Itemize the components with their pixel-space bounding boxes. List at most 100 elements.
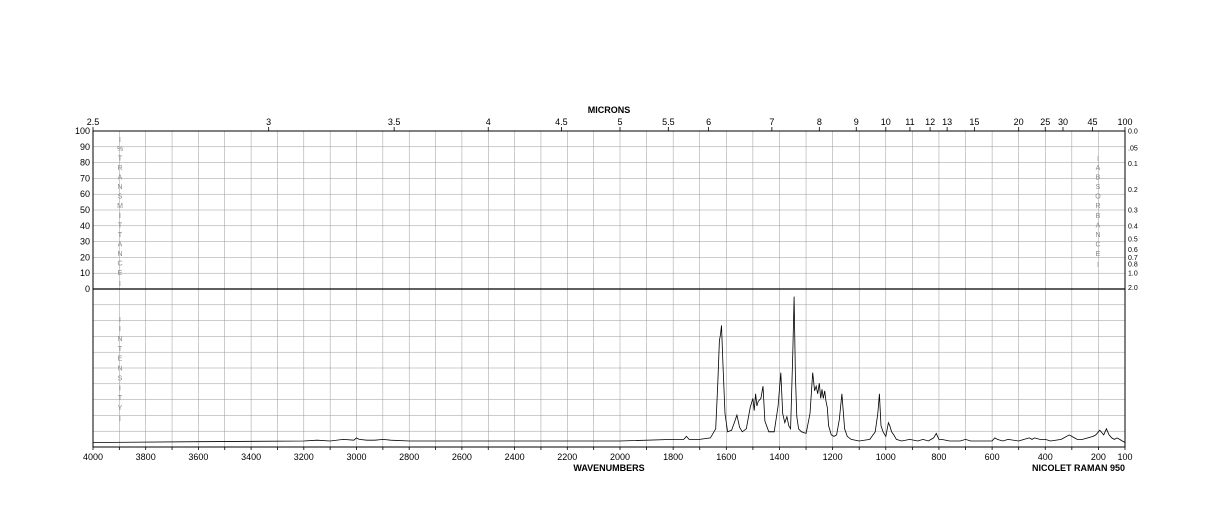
- absorbance-axis-letter: B: [1096, 213, 1101, 220]
- wavenumber-tick-label: 1600: [716, 452, 736, 462]
- transmittance-tick-label: 30: [80, 237, 90, 247]
- wavenumber-tick-label: 3600: [188, 452, 208, 462]
- absorbance-tick-label: 0.7: [1128, 255, 1138, 262]
- micron-tick-label: 8: [817, 117, 822, 127]
- transmittance-axis-letter: A: [118, 241, 123, 248]
- transmittance-axis-letter: R: [117, 165, 122, 172]
- transmittance-axis-letter: E: [118, 270, 123, 277]
- absorbance-axis-letter: A: [1096, 165, 1101, 172]
- micron-tick-label: 25: [1040, 117, 1050, 127]
- wavenumber-tick-label: 3200: [294, 452, 314, 462]
- transmittance-axis-letter: T: [118, 156, 123, 163]
- intensity-axis-letter: I: [119, 326, 121, 333]
- micron-tick-label: 5: [617, 117, 622, 127]
- absorbance-axis-letter: S: [1096, 184, 1101, 191]
- intensity-axis-letter: I: [119, 385, 121, 392]
- intensity-axis-letter: N: [117, 366, 122, 373]
- micron-tick-label: 15: [969, 117, 979, 127]
- absorbance-axis-letter: N: [1095, 232, 1100, 239]
- wavenumber-tick-label: 400: [1038, 452, 1053, 462]
- micron-tick-label: 5.5: [662, 117, 675, 127]
- absorbance-tick-label: 0.6: [1128, 247, 1138, 254]
- transmittance-axis-letter: N: [117, 251, 122, 258]
- absorbance-tick-label: 0.1: [1128, 161, 1138, 168]
- transmittance-axis-letter: C: [117, 260, 122, 267]
- transmittance-tick-label: 60: [80, 189, 90, 199]
- wavenumbers-axis-title: WAVENUMBERS: [573, 463, 644, 473]
- absorbance-tick-label: 2.0: [1128, 285, 1138, 292]
- intensity-axis-letter: Y: [118, 405, 123, 412]
- absorbance-tick-label: 0.4: [1128, 224, 1138, 231]
- absorbance-axis-letter: R: [1095, 203, 1100, 210]
- wavenumber-tick-label: 4000: [83, 452, 103, 462]
- wavenumber-tick-label: 1400: [769, 452, 789, 462]
- micron-tick-label: 45: [1088, 117, 1098, 127]
- absorbance-tick-label: .05: [1128, 146, 1138, 153]
- grid-lines: [93, 130, 1125, 447]
- absorbance-axis-letter: B: [1096, 175, 1101, 182]
- micron-tick-label: 3.5: [388, 117, 401, 127]
- absorbance-tick-label: 0.8: [1128, 261, 1138, 268]
- absorbance-tick-label: 0.0: [1128, 129, 1138, 136]
- wavenumber-tick-label: 3400: [241, 452, 261, 462]
- wavenumber-tick-labels: 4000 3800 3600 3400 3200 3000 2800 2600 2400 2200…: [83, 452, 1133, 462]
- wavenumber-tick-label: 2200: [557, 452, 577, 462]
- micron-tick-label: 30: [1058, 117, 1068, 127]
- wavenumber-tick-label: 3000: [346, 452, 366, 462]
- absorbance-tick-label: 0.3: [1128, 207, 1138, 214]
- intensity-axis-letter: N: [117, 336, 122, 343]
- transmittance-tick-label: 90: [80, 142, 90, 152]
- micron-tick-label: 13: [942, 117, 952, 127]
- intensity-axis-letter: S: [118, 375, 123, 382]
- wavenumber-tick-label: 200: [1091, 452, 1106, 462]
- micron-tick-label: 11: [905, 117, 914, 127]
- micron-tick-label: 2.5: [87, 117, 100, 127]
- micron-tick-label: 4.5: [555, 117, 568, 127]
- transmittance-tick-label: 20: [80, 252, 90, 262]
- transmittance-tick-label: 70: [80, 173, 90, 183]
- micron-tick-label: 100: [1117, 117, 1132, 127]
- transmittance-axis-letter: S: [118, 194, 123, 201]
- micron-tick-label: 10: [881, 117, 891, 127]
- plot-frame: [92, 130, 1126, 450]
- absorbance-axis-letter: C: [1095, 241, 1100, 248]
- wavenumber-tick-label: 1000: [876, 452, 896, 462]
- absorbance-axis-letter: A: [1096, 222, 1101, 229]
- microns-axis-title: MICRONS: [588, 105, 631, 115]
- micron-tick-label: 3: [266, 117, 271, 127]
- micron-tick-label: 9: [854, 117, 859, 127]
- intensity-axis-letter: T: [118, 346, 123, 353]
- absorbance-tick-label: 0.2: [1128, 187, 1138, 194]
- absorbance-tick-label: 1.0: [1128, 271, 1138, 278]
- absorbance-axis-letter: E: [1096, 251, 1101, 258]
- transmittance-axis-letter: T: [118, 222, 123, 229]
- micron-tick-label: 20: [1014, 117, 1024, 127]
- wavenumber-tick-label: 2400: [505, 452, 525, 462]
- transmittance-tick-label: 10: [80, 268, 90, 278]
- transmittance-axis-letter: %: [117, 146, 123, 153]
- wavenumber-tick-label: 1200: [823, 452, 843, 462]
- micron-tick-labels: 2.5 3 3.5 4 4.5 5 5.5 6 7 8 9 10 11 12 13 15 20 25 30 45 100: [87, 117, 1133, 131]
- transmittance-axis-letter: T: [118, 232, 123, 239]
- micron-tick-label: 12: [925, 117, 935, 127]
- intensity-axis-letter: E: [118, 356, 123, 363]
- transmittance-tick-label: 50: [80, 205, 90, 215]
- micron-tick-label: 7: [769, 117, 774, 127]
- wavenumber-tick-label: 100: [1117, 452, 1132, 462]
- spectrum-line: [92, 296, 1126, 443]
- micron-tick-label: 6: [706, 117, 711, 127]
- micron-tick-label: 4: [486, 117, 491, 127]
- transmittance-tick-label: 40: [80, 221, 90, 231]
- wavenumber-tick-label: 1800: [663, 452, 683, 462]
- wavenumber-tick-label: 2600: [452, 452, 472, 462]
- transmittance-axis-letter: N: [117, 184, 122, 191]
- wavenumber-tick-label: 2000: [610, 452, 630, 462]
- absorbance-axis-letter: O: [1095, 194, 1101, 201]
- instrument-label: NICOLET RAMAN 950: [1032, 463, 1125, 473]
- intensity-axis-letter: T: [118, 395, 123, 402]
- transmittance-tick-label: 0: [85, 284, 90, 294]
- transmittance-tick-label: 100: [75, 126, 90, 136]
- transmittance-axis-letter: A: [118, 175, 123, 182]
